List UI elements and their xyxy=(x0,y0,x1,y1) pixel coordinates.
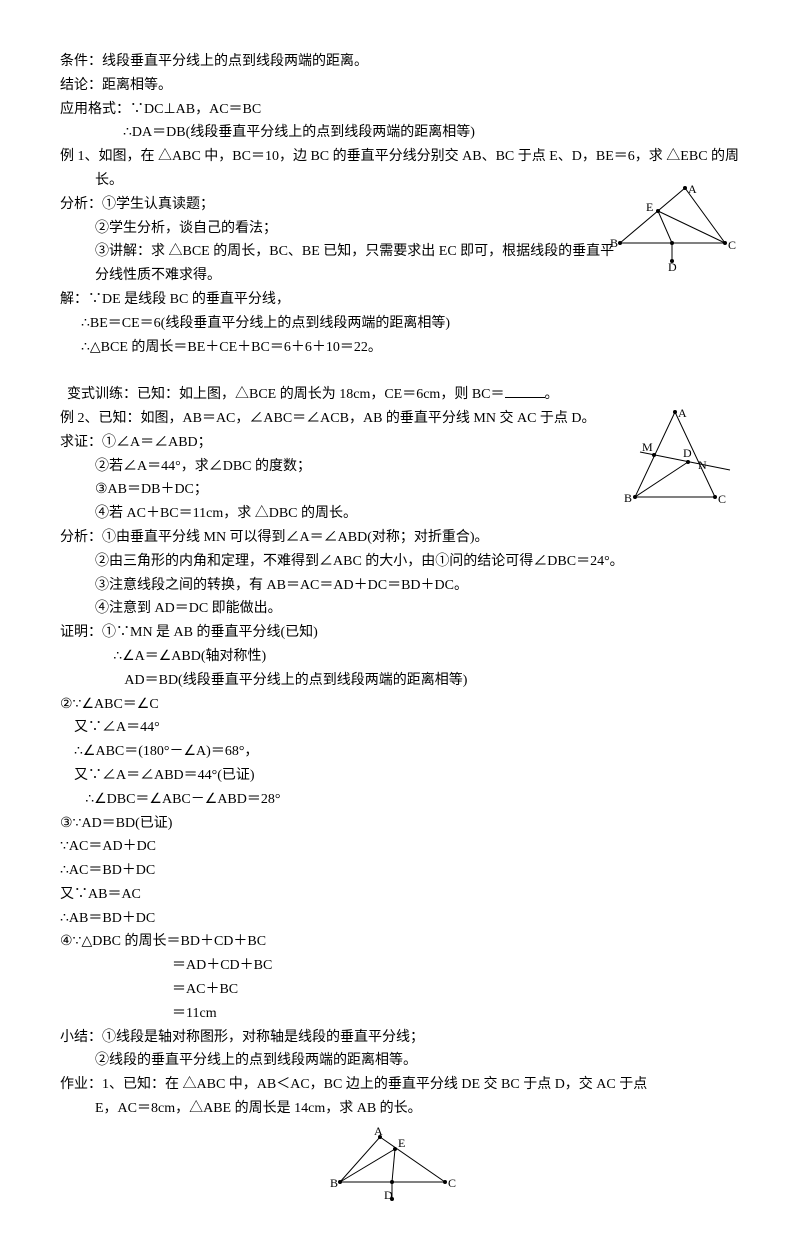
text-line: 条件：线段垂直平分线上的点到线段两端的距离。 xyxy=(60,50,740,74)
label-A: A xyxy=(374,1127,383,1138)
text-line: 又∵∠A＝44° xyxy=(60,716,740,740)
text-line: ＝AD＋CD＋BC xyxy=(60,954,740,978)
label-A: A xyxy=(678,407,687,420)
text-line: 又∵AB＝AC xyxy=(60,883,740,907)
label-E: E xyxy=(646,200,653,214)
label-N: N xyxy=(698,458,707,472)
text-part: 。 xyxy=(545,387,559,402)
text-line: ④∵△DBC 的周长＝BD＋CD＋BC xyxy=(60,930,740,954)
text-line: 结论：距离相等。 xyxy=(60,74,740,98)
text-line: ∴△BCE 的周长＝BE＋CE＋BC＝6＋6＋10＝22。 xyxy=(60,336,740,360)
text-line: ②∵∠ABC＝∠C xyxy=(60,693,740,717)
label-M: M xyxy=(642,440,653,454)
text-line: ②由三角形的内角和定理，不难得到∠ABC 的大小，由①问的结论可得∠DBC＝24… xyxy=(60,550,740,574)
text-line: 作业：1、已知：在 △ABC 中，AB＜AC，BC 边上的垂直平分线 DE 交 … xyxy=(60,1073,740,1097)
text-part: 变式训练：已知：如上图，△BCE 的周长为 18cm，CE＝6cm，则 BC＝ xyxy=(67,387,505,402)
text-line: 又∵∠A＝∠ABD＝44°(已证) xyxy=(60,764,740,788)
text-line: 应用格式：∵DC⊥AB，AC＝BC xyxy=(60,98,740,122)
text-line: ∴∠DBC＝∠ABC－∠ABD＝28° xyxy=(60,788,740,812)
label-C: C xyxy=(728,238,736,252)
text-line: ∴∠A＝∠ABD(轴对称性) xyxy=(60,645,740,669)
label-D: D xyxy=(683,446,692,460)
figure-1: B A C D E xyxy=(610,183,740,273)
figure-3: B A C D E xyxy=(60,1127,740,1216)
text-line: ∴AB＝BD＋DC xyxy=(60,907,740,931)
text-line: 例 1、如图，在 △ABC 中，BC＝10，边 BC 的垂直平分线分别交 AB、… xyxy=(60,145,740,169)
label-B: B xyxy=(610,236,618,250)
text-line: E，AC＝8cm，△ABE 的周长是 14cm，求 AB 的长。 xyxy=(60,1097,740,1121)
text-line: 证明：①∵MN 是 AB 的垂直平分线(已知) xyxy=(60,621,740,645)
text-line: ②线段的垂直平分线上的点到线段两端的距离相等。 xyxy=(60,1049,740,1073)
text-line: 小结：①线段是轴对称图形，对称轴是线段的垂直平分线； xyxy=(60,1026,740,1050)
text-line: AD＝BD(线段垂直平分线上的点到线段两端的距离相等) xyxy=(60,669,740,693)
text-line: ∴∠ABC＝(180°－∠A)＝68°， xyxy=(60,740,740,764)
label-D: D xyxy=(668,260,677,273)
label-D: D xyxy=(384,1188,393,1202)
text-line: ③注意线段之间的转换，有 AB＝AC＝AD＋DC＝BD＋DC。 xyxy=(60,574,740,598)
text-line: ＝11cm xyxy=(60,1002,740,1026)
label-C: C xyxy=(448,1176,456,1190)
text-line: ③∵AD＝BD(已证) xyxy=(60,812,740,836)
label-B: B xyxy=(330,1176,338,1190)
text-line: ∴DA＝DB(线段垂直平分线上的点到线段两端的距离相等) xyxy=(60,121,740,145)
blank-fill xyxy=(505,383,545,398)
label-B: B xyxy=(624,491,632,505)
text-line: ④注意到 AD＝DC 即能做出。 xyxy=(60,597,740,621)
label-E: E xyxy=(398,1136,405,1150)
text-line: 解：∵DE 是线段 BC 的垂直平分线， xyxy=(60,288,740,312)
text-line: 分析：①由垂直平分线 MN 可以得到∠A＝∠ABD(对称；对折重合)。 xyxy=(60,526,740,550)
text-line: ∵AC＝AD＋DC xyxy=(60,835,740,859)
label-C: C xyxy=(718,492,726,506)
text-line: ∴AC＝BD＋DC xyxy=(60,859,740,883)
figure-2: A B C M D N xyxy=(620,407,740,512)
label-A: A xyxy=(688,183,697,196)
text-line: ∴BE＝CE＝6(线段垂直平分线上的点到线段两端的距离相等) xyxy=(60,312,740,336)
text-line: 变式训练：已知：如上图，△BCE 的周长为 18cm，CE＝6cm，则 BC＝ 。 xyxy=(60,359,740,407)
text-line: ＝AC＋BC xyxy=(60,978,740,1002)
